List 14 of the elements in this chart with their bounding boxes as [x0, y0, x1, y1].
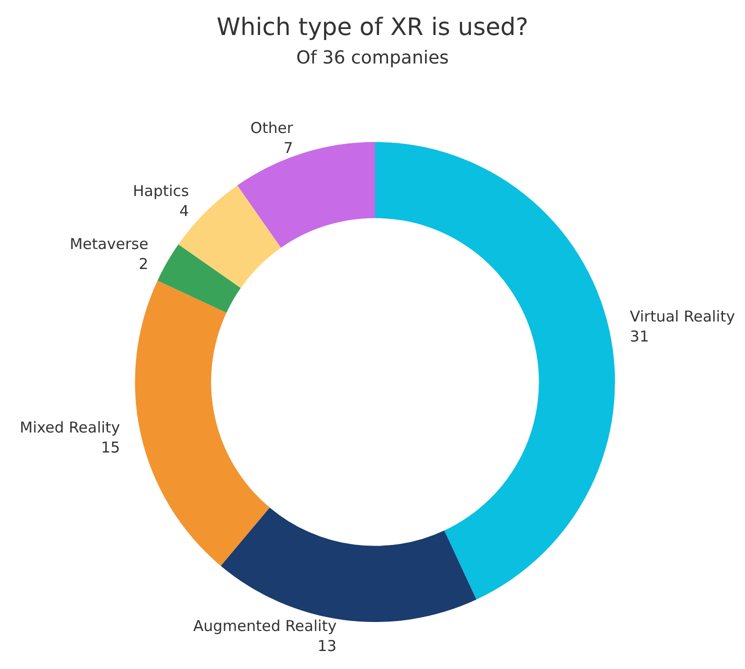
chart-subtitle: Of 36 companies [296, 48, 449, 68]
slice-label: Augmented Reality [193, 616, 337, 635]
data-label: 31 [630, 328, 650, 346]
slice-label: Other [250, 118, 294, 137]
data-label: 7 [283, 138, 294, 157]
chart-title: Which type of XR is used? [216, 13, 528, 41]
data-label: 13 [317, 636, 337, 655]
data-label: 2 [138, 255, 148, 273]
slice-label: Mixed Reality [20, 418, 120, 436]
slice-label: Virtual Reality [630, 308, 736, 326]
slice-label: Metaverse [70, 235, 148, 253]
data-label: 4 [179, 202, 189, 220]
data-label: 15 [100, 438, 120, 456]
slice-label: Haptics [132, 182, 190, 200]
